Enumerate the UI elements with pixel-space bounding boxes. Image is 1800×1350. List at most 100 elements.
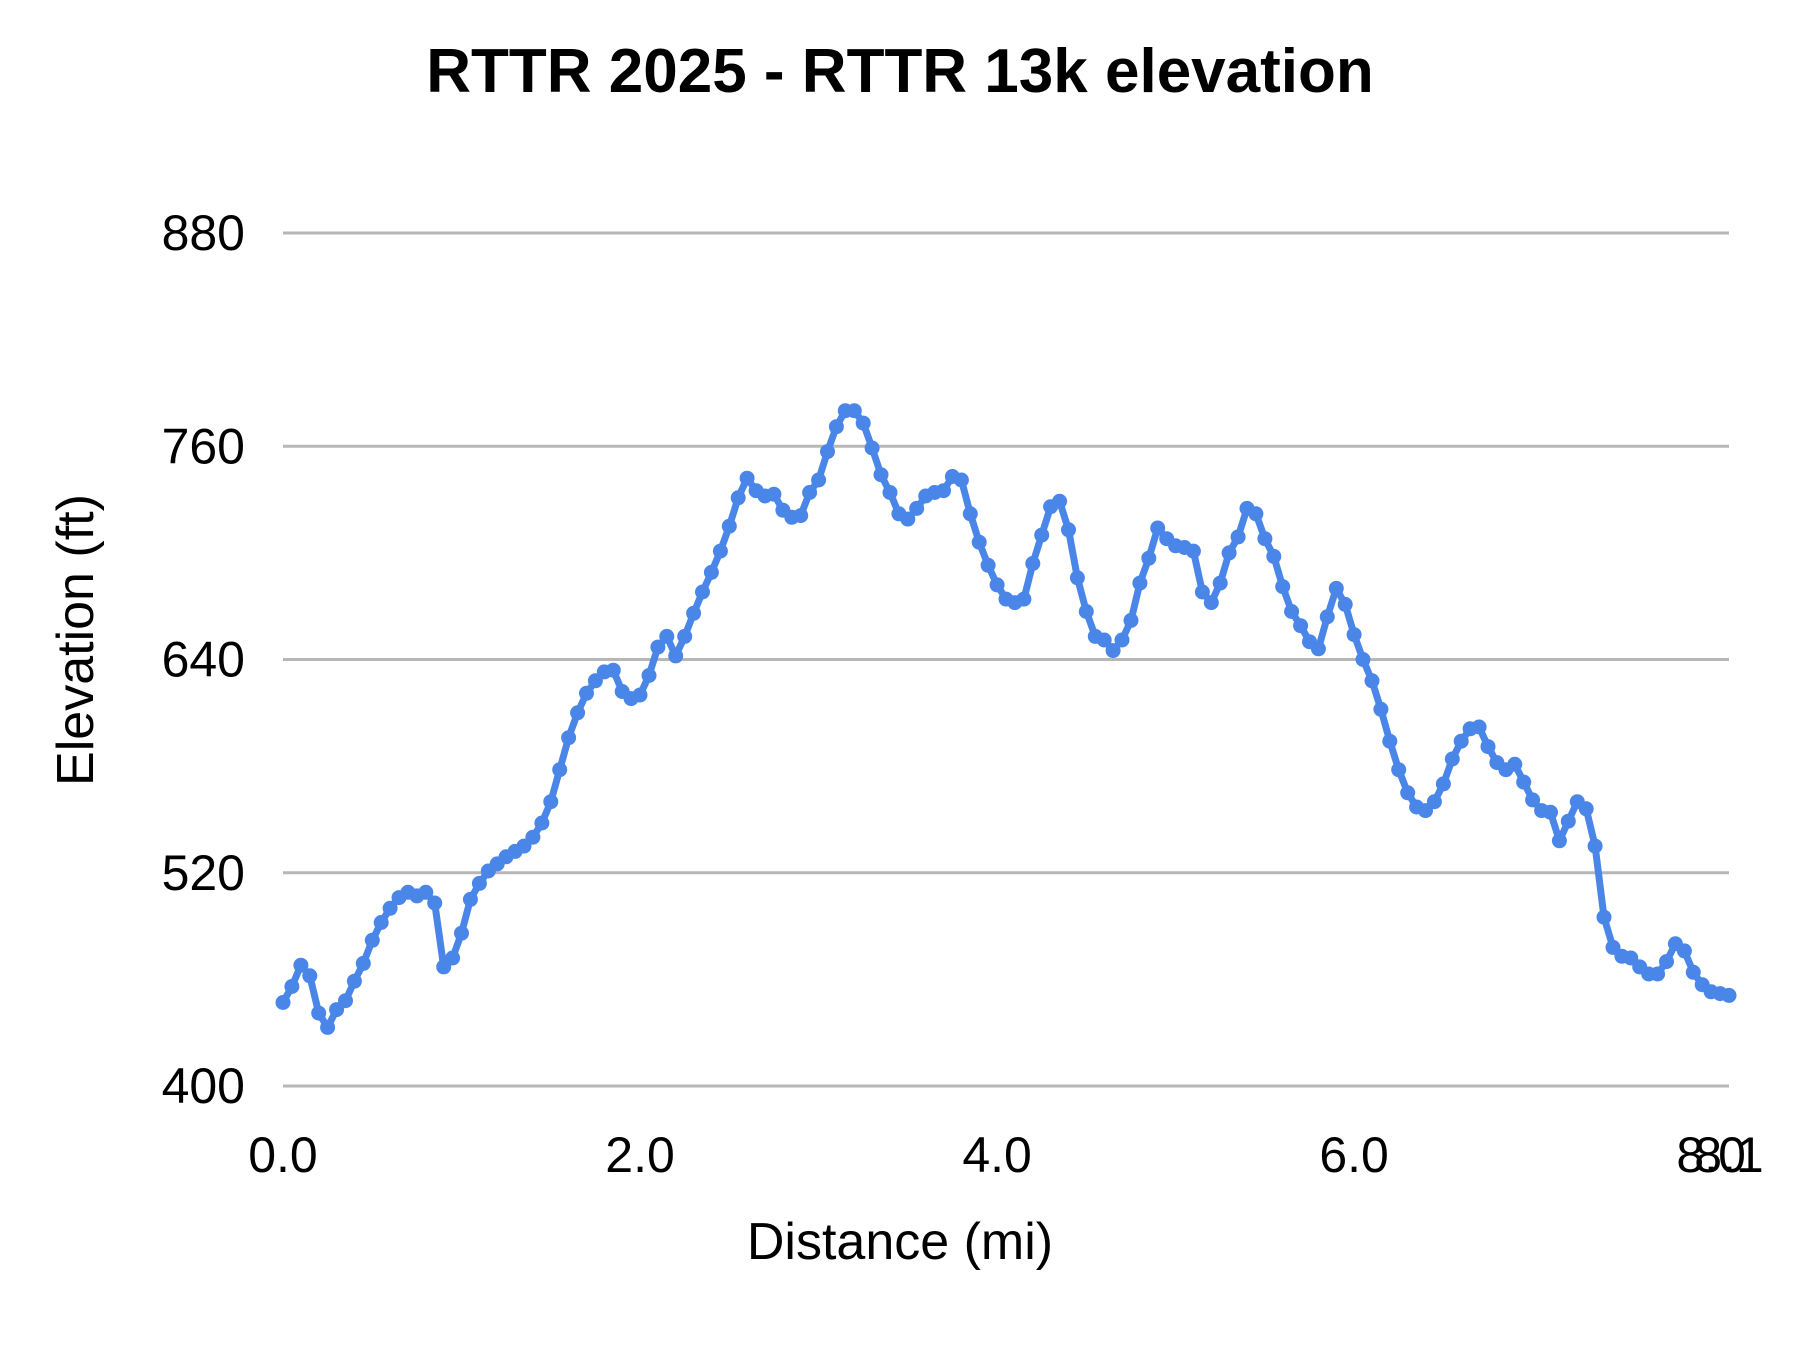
data-point[interactable] (1203, 595, 1219, 611)
data-point[interactable] (1721, 987, 1737, 1003)
data-point[interactable] (1069, 570, 1085, 586)
data-point[interactable] (543, 794, 559, 810)
data-point[interactable] (1596, 909, 1612, 925)
data-point[interactable] (1257, 531, 1273, 547)
data-point[interactable] (811, 472, 827, 488)
data-point[interactable] (1293, 618, 1309, 634)
data-point[interactable] (828, 419, 844, 435)
data-point[interactable] (1507, 756, 1523, 772)
data-point[interactable] (1659, 954, 1674, 970)
data-point[interactable] (1650, 966, 1666, 982)
data-point[interactable] (373, 915, 389, 930)
data-point[interactable] (1096, 632, 1112, 648)
data-point[interactable] (739, 470, 755, 486)
data-point[interactable] (793, 508, 809, 524)
data-point[interactable] (1355, 652, 1371, 667)
data-point[interactable] (864, 440, 880, 456)
data-point[interactable] (1435, 776, 1451, 792)
data-point[interactable] (989, 577, 1005, 593)
data-point[interactable] (275, 995, 291, 1010)
data-point[interactable] (1382, 733, 1398, 749)
data-point[interactable] (605, 662, 621, 678)
data-point[interactable] (284, 979, 300, 994)
data-point[interactable] (909, 500, 925, 516)
data-point[interactable] (1141, 550, 1157, 566)
data-point[interactable] (382, 900, 398, 916)
data-point[interactable] (534, 815, 550, 831)
data-point[interactable] (1052, 493, 1068, 509)
data-point[interactable] (579, 685, 594, 701)
data-point[interactable] (1221, 545, 1237, 561)
data-point[interactable] (1248, 506, 1264, 522)
data-point[interactable] (1364, 673, 1380, 689)
data-point[interactable] (686, 605, 702, 621)
data-point[interactable] (1123, 612, 1139, 628)
data-point[interactable] (873, 467, 889, 483)
data-point[interactable] (552, 762, 568, 778)
data-point[interactable] (1034, 527, 1050, 543)
data-point[interactable] (1551, 833, 1567, 849)
data-point[interactable] (650, 639, 666, 655)
data-point[interactable] (1328, 580, 1344, 596)
data-point[interactable] (445, 950, 461, 966)
data-point[interactable] (1560, 813, 1576, 829)
data-point[interactable] (311, 1005, 327, 1021)
data-point[interactable] (882, 485, 898, 500)
data-point[interactable] (936, 483, 951, 499)
data-point[interactable] (820, 444, 835, 460)
data-point[interactable] (454, 925, 469, 941)
data-point[interactable] (962, 506, 978, 522)
data-point[interactable] (900, 511, 916, 527)
data-point[interactable] (462, 891, 478, 907)
elevation-points[interactable] (275, 403, 1737, 1035)
data-point[interactable] (1016, 591, 1032, 607)
data-point[interactable] (730, 490, 746, 506)
data-point[interactable] (427, 895, 443, 911)
data-point[interactable] (1319, 609, 1335, 625)
data-point[interactable] (1266, 548, 1282, 564)
data-point[interactable] (1194, 584, 1210, 600)
data-point[interactable] (846, 403, 862, 419)
data-point[interactable] (641, 668, 657, 683)
data-point[interactable] (703, 564, 719, 580)
data-point[interactable] (1400, 785, 1416, 801)
data-point[interactable] (1346, 627, 1362, 643)
data-point[interactable] (302, 968, 318, 984)
data-point[interactable] (1426, 794, 1442, 810)
data-point[interactable] (1061, 522, 1076, 538)
data-point[interactable] (1471, 719, 1487, 735)
data-point[interactable] (1114, 632, 1130, 648)
data-point[interactable] (1078, 604, 1094, 619)
data-point[interactable] (712, 543, 728, 559)
data-point[interactable] (1337, 596, 1353, 612)
data-point[interactable] (1373, 701, 1389, 717)
data-point[interactable] (971, 534, 987, 550)
data-point[interactable] (668, 648, 684, 664)
data-point[interactable] (1275, 579, 1291, 595)
data-point[interactable] (1578, 801, 1594, 817)
data-point[interactable] (1676, 943, 1692, 959)
data-point[interactable] (1391, 762, 1407, 778)
data-point[interactable] (561, 730, 577, 746)
data-point[interactable] (1284, 604, 1300, 619)
data-point[interactable] (525, 829, 541, 845)
data-point[interactable] (1453, 733, 1469, 749)
data-point[interactable] (953, 472, 969, 488)
data-point[interactable] (355, 955, 371, 971)
data-point[interactable] (471, 875, 487, 891)
data-point[interactable] (570, 705, 586, 721)
data-point[interactable] (766, 486, 782, 502)
data-point[interactable] (677, 628, 693, 644)
data-point[interactable] (632, 687, 648, 703)
data-point[interactable] (855, 415, 871, 431)
data-point[interactable] (1212, 575, 1228, 591)
data-point[interactable] (1480, 739, 1496, 755)
data-point[interactable] (1685, 964, 1701, 980)
data-point[interactable] (659, 628, 675, 644)
data-point[interactable] (1525, 792, 1541, 808)
data-point[interactable] (1105, 643, 1121, 659)
data-point[interactable] (1185, 543, 1201, 559)
data-point[interactable] (1587, 838, 1603, 854)
data-point[interactable] (802, 485, 818, 500)
data-point[interactable] (338, 993, 353, 1009)
